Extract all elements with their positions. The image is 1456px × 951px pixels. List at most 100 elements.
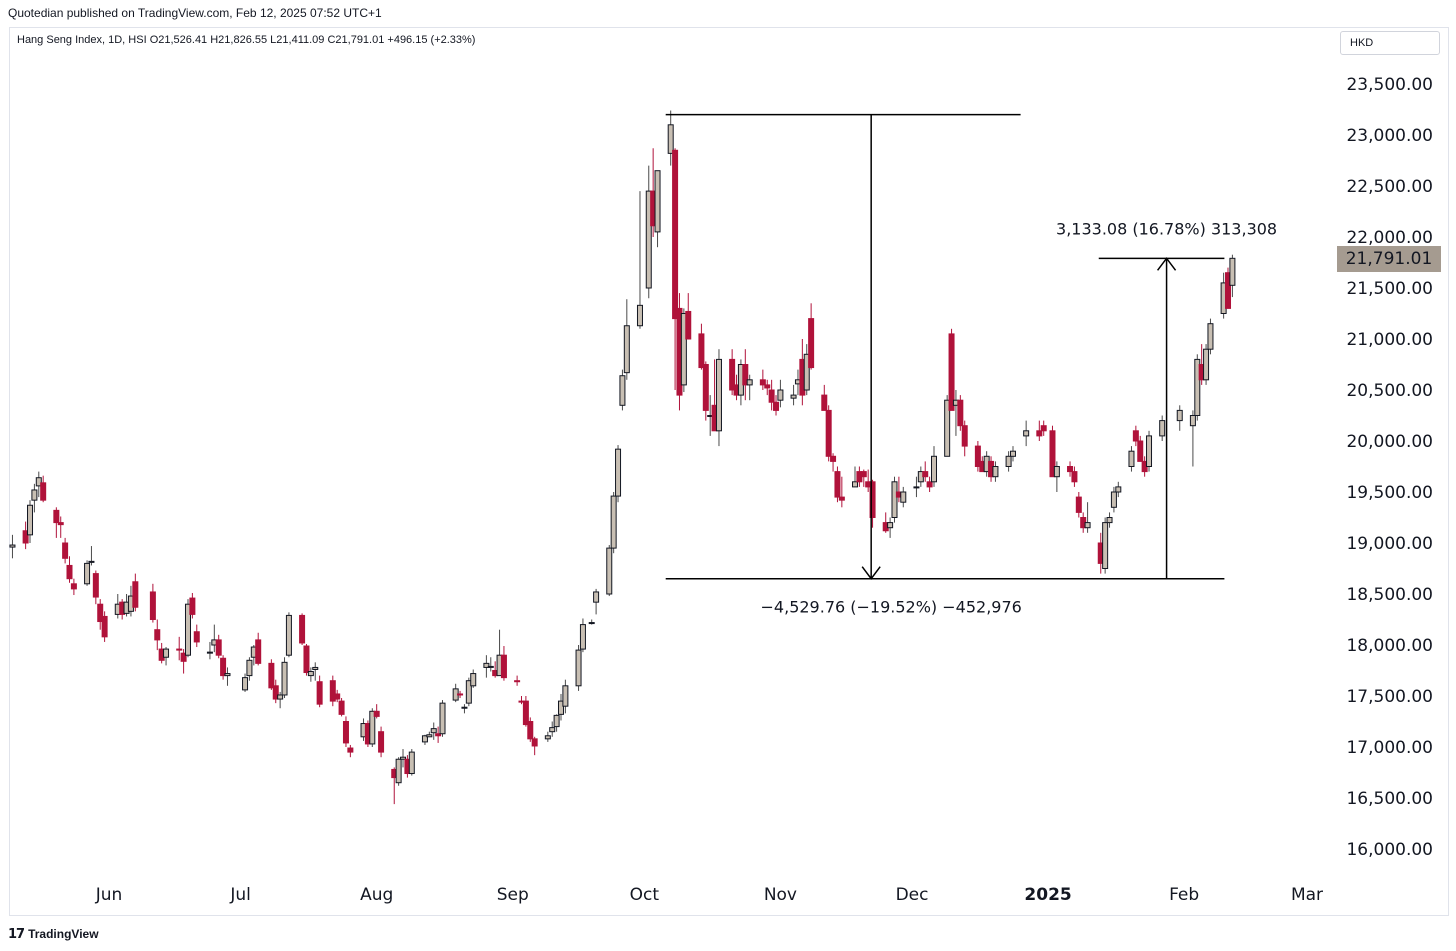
candle-body bbox=[470, 673, 477, 687]
candle-body bbox=[746, 379, 753, 386]
y-tick-label: 18,000.00 bbox=[1346, 636, 1433, 656]
candle-body bbox=[645, 190, 652, 289]
candle-body bbox=[821, 394, 828, 411]
x-tick-label: Aug bbox=[360, 885, 393, 905]
y-tick-label: 16,000.00 bbox=[1346, 840, 1433, 860]
candle-body bbox=[338, 700, 345, 715]
candle-body bbox=[439, 702, 446, 735]
candle-body bbox=[974, 445, 981, 468]
candle-body bbox=[149, 591, 156, 621]
candle-body bbox=[373, 710, 380, 717]
candle-body bbox=[62, 542, 69, 559]
candle-body bbox=[84, 562, 91, 585]
candle-body bbox=[268, 662, 275, 689]
candle-body bbox=[500, 654, 507, 679]
candle-body bbox=[803, 353, 810, 391]
candles-layer bbox=[9, 110, 1236, 805]
candle-body bbox=[334, 693, 341, 700]
candle-body bbox=[961, 425, 968, 447]
x-tick-label: Jul bbox=[229, 885, 251, 905]
candle-body bbox=[869, 481, 876, 518]
candle-body bbox=[483, 662, 490, 668]
candle-body bbox=[176, 648, 183, 651]
candle-body bbox=[299, 614, 306, 644]
measure-annotations: −4,529.76 (−19.52%) −452,976 3,133.08 (16… bbox=[665, 113, 1277, 617]
candle-body bbox=[1071, 471, 1078, 483]
y-tick-label: 18,500.00 bbox=[1346, 585, 1433, 605]
candle-body bbox=[88, 560, 95, 563]
arrow-head-up bbox=[1156, 257, 1177, 271]
candle-body bbox=[395, 758, 402, 784]
candle-body bbox=[575, 649, 582, 687]
last-price-badge: 21,791.01 bbox=[1337, 246, 1441, 272]
candle-body bbox=[549, 727, 556, 733]
candle-body bbox=[272, 685, 279, 700]
candle-body bbox=[944, 399, 951, 457]
candle-body bbox=[1084, 522, 1091, 529]
y-tick-label: 21,000.00 bbox=[1346, 330, 1433, 350]
candle-body bbox=[1075, 496, 1082, 513]
candle-body bbox=[742, 364, 749, 386]
candle-body bbox=[1102, 522, 1109, 569]
candle-body bbox=[1225, 272, 1232, 309]
candle-body bbox=[702, 364, 709, 411]
candle-body bbox=[224, 673, 231, 677]
candle-body bbox=[891, 481, 898, 518]
candle-body bbox=[623, 325, 630, 374]
candle-body bbox=[316, 681, 323, 705]
candle-body bbox=[1049, 430, 1056, 478]
candle-body bbox=[729, 358, 736, 391]
chart-frame bbox=[9, 27, 1449, 916]
x-tick-label: Nov bbox=[764, 885, 797, 905]
candle-body bbox=[1053, 466, 1060, 478]
candle-body bbox=[281, 661, 288, 696]
candle-body bbox=[1005, 455, 1012, 467]
x-tick-label: Sep bbox=[497, 885, 529, 905]
y-tick-label: 22,500.00 bbox=[1346, 177, 1433, 197]
candle-body bbox=[189, 597, 196, 615]
candle-body bbox=[1229, 257, 1236, 286]
candle-body bbox=[588, 622, 595, 625]
candle-body bbox=[553, 714, 560, 728]
candle-body bbox=[97, 603, 104, 623]
candle-body bbox=[830, 455, 837, 462]
candle-body bbox=[825, 409, 832, 457]
candle-body bbox=[465, 680, 472, 704]
candle-body bbox=[930, 455, 937, 483]
measure-down-label: −4,529.76 (−19.52%) −452,976 bbox=[761, 598, 1022, 617]
candle-body bbox=[487, 665, 494, 668]
candle-body bbox=[1128, 450, 1135, 468]
candle-body bbox=[66, 564, 73, 580]
y-tick-label: 21,500.00 bbox=[1346, 279, 1433, 299]
candle-body bbox=[557, 700, 564, 715]
candle-body bbox=[430, 728, 437, 734]
candle-body bbox=[22, 530, 29, 544]
x-tick-label: Mar bbox=[1291, 885, 1323, 905]
candle-body bbox=[9, 544, 16, 548]
candle-body bbox=[808, 318, 815, 369]
candle-body bbox=[40, 482, 47, 501]
time-axis: Jun Jul Aug Sep Oct Nov Dec 2025 Feb Mar bbox=[95, 885, 1323, 905]
candle-body bbox=[1106, 517, 1113, 524]
y-tick-label: 23,500.00 bbox=[1346, 75, 1433, 95]
candle-body bbox=[790, 394, 797, 399]
candle-body bbox=[1036, 430, 1043, 437]
candle-body bbox=[615, 448, 622, 497]
y-tick-label: 22,000.00 bbox=[1346, 228, 1433, 248]
candle-body bbox=[544, 735, 551, 740]
candle-body bbox=[312, 666, 319, 670]
candle-body bbox=[593, 591, 600, 603]
y-tick-label: 17,500.00 bbox=[1346, 687, 1433, 707]
candle-body bbox=[242, 677, 249, 691]
tradingview-logo[interactable]: 𝟭𝟳 TradingView bbox=[8, 926, 99, 942]
currency-button[interactable]: HKD bbox=[1340, 31, 1440, 55]
candle-body bbox=[1023, 430, 1030, 437]
candle-body bbox=[285, 614, 292, 656]
candle-body bbox=[759, 379, 766, 386]
candle-body bbox=[610, 495, 617, 549]
candle-body bbox=[948, 333, 955, 411]
candle-body bbox=[957, 399, 964, 427]
candle-body bbox=[57, 522, 64, 526]
candle-body bbox=[685, 310, 692, 340]
